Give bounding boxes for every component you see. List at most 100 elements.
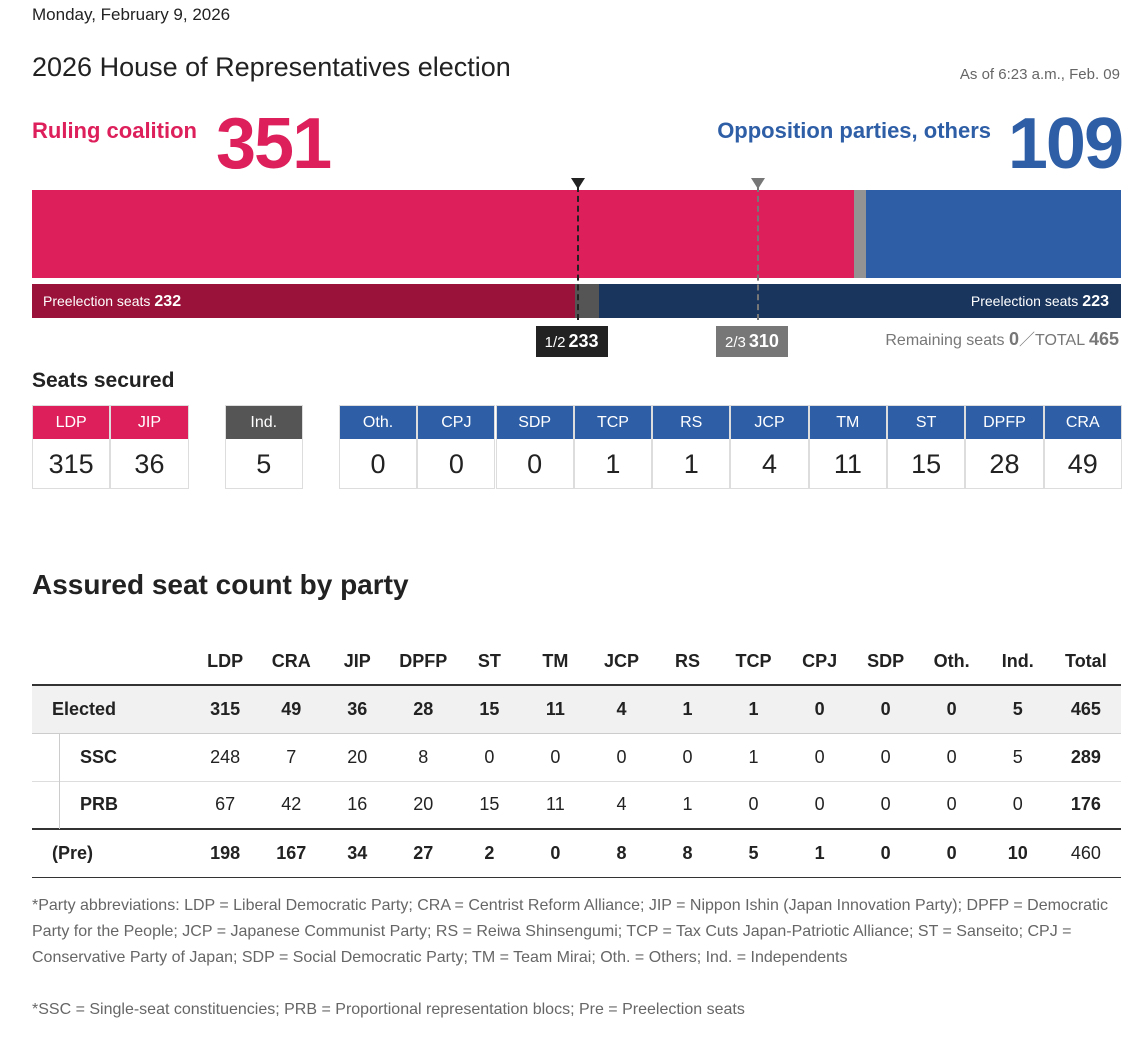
- table-cell: 5: [984, 733, 1051, 782]
- table-cell: 15: [456, 781, 523, 830]
- table-cell: 0: [786, 781, 853, 830]
- ruling-coalition-label: Ruling coalition: [32, 118, 197, 143]
- seat-cell-st: ST 15: [887, 405, 966, 489]
- table-cell: 176: [1050, 781, 1121, 830]
- table-cell: 4: [588, 685, 655, 734]
- table-cell: 289: [1050, 733, 1121, 782]
- column-header: Total: [1050, 638, 1121, 686]
- column-header: CRA: [258, 638, 325, 686]
- preelection-bar: Preelection seats 232 Preelection seats 22…: [32, 284, 1121, 318]
- party-seat-count: 1: [605, 449, 621, 479]
- seat-cell-oth: Oth. 0: [338, 405, 418, 489]
- table-cell: 248: [192, 733, 259, 782]
- party-seat-count: 315: [48, 449, 94, 479]
- seat-cell-jcp: JCP 4: [730, 405, 809, 489]
- column-header: JIP: [324, 638, 391, 686]
- party-abbr: LDP: [33, 406, 110, 439]
- party-seat-count: 4: [762, 449, 778, 479]
- table-cell: 0: [852, 781, 919, 830]
- table-cell: 1: [720, 733, 787, 782]
- page-title: 2026 House of Representatives election: [32, 52, 511, 82]
- row-label: (Pre): [32, 828, 193, 878]
- definitions-note: *SSC = Single-seat constituencies; PRB =…: [32, 1001, 745, 1018]
- party-seat-count: 36: [134, 449, 165, 479]
- table-cell: 28: [390, 685, 457, 734]
- column-header: SDP: [852, 638, 919, 686]
- table-cell: 0: [918, 733, 985, 782]
- subrow-indent-line: [59, 733, 60, 829]
- seat-cell-jip: JIP 36: [110, 405, 189, 489]
- abbreviations-note: *Party abbreviations: LDP = Liberal Demo…: [32, 897, 1109, 966]
- table-cell: 167: [258, 828, 325, 878]
- table-cell: 7: [258, 733, 325, 782]
- party-abbr: SDP: [496, 406, 573, 439]
- table-cell: 1: [786, 828, 853, 878]
- table-cell: 2: [456, 828, 523, 878]
- table-cell: 0: [588, 733, 655, 782]
- seat-cell-rs: RS 1: [652, 405, 731, 489]
- column-header: JCP: [588, 638, 655, 686]
- table-cell: 0: [852, 733, 919, 782]
- table-cell: 0: [918, 685, 985, 734]
- column-header: ST: [456, 638, 523, 686]
- preelection-ruling-label: Preelection seats 232: [43, 293, 182, 310]
- party-abbr: JCP: [731, 406, 808, 439]
- table-cell: 16: [324, 781, 391, 830]
- table-cell: 11: [522, 781, 589, 830]
- ruling-coalition-seats: 351: [216, 104, 332, 184]
- column-header: LDP: [192, 638, 259, 686]
- preelection-ruling-segment: [32, 284, 576, 318]
- table-cell: 1: [654, 781, 721, 830]
- table-cell: 20: [390, 781, 457, 830]
- table-cell: 20: [324, 733, 391, 782]
- table-cell: 315: [192, 685, 259, 734]
- party-abbr: DPFP: [966, 406, 1043, 439]
- party-seat-count: 5: [256, 449, 272, 479]
- table-cell: 42: [258, 781, 325, 830]
- column-header: Oth.: [918, 638, 985, 686]
- party-abbr: CPJ: [418, 406, 495, 439]
- table-cell: 5: [720, 828, 787, 878]
- table-cell: 0: [522, 733, 589, 782]
- seat-cell-cpj: CPJ 0: [417, 405, 496, 489]
- party-seat-count: 1: [683, 449, 699, 479]
- party-abbr: TM: [809, 406, 886, 439]
- column-header: TM: [522, 638, 589, 686]
- table-cell: 0: [720, 781, 787, 830]
- table-cell: 465: [1050, 685, 1121, 734]
- party-seat-count: 11: [833, 449, 862, 479]
- table-cell: 198: [192, 828, 259, 878]
- column-header: DPFP: [390, 638, 457, 686]
- party-seat-count: 0: [448, 449, 464, 479]
- party-seat-count: 0: [370, 449, 386, 479]
- opposition-seats: 109: [1007, 104, 1124, 184]
- table-cell: 0: [654, 733, 721, 782]
- seat-count-table: LDP CRA JIP DPFP ST TM JCP RS TCP CPJ SDP Oth. Ind. T…: [32, 638, 1121, 878]
- marker-line-1: [757, 186, 759, 320]
- party-abbr: Ind.: [225, 406, 302, 439]
- table-cell: 15: [456, 685, 523, 734]
- seat-cell-ldp: LDP 315: [32, 405, 111, 489]
- marker-label-1: 2/3 310: [716, 326, 788, 357]
- as-of-timestamp: As of 6:23 a.m., Feb. 09: [959, 66, 1120, 83]
- marker-triangle-1: [751, 178, 765, 189]
- marker-line-0: [576, 186, 579, 320]
- table-cell: 460: [1050, 828, 1121, 878]
- table-cell: 4: [588, 781, 655, 830]
- table-cell: 8: [654, 828, 721, 878]
- column-header: CPJ: [786, 638, 853, 686]
- table-cell: 36: [324, 685, 391, 734]
- table-cell: 27: [390, 828, 457, 878]
- party-abbr: JIP: [111, 406, 188, 439]
- row-label: SSC: [32, 733, 193, 782]
- table-title: Assured seat count by party: [32, 569, 409, 600]
- date-label: Monday, February 9, 2026: [32, 5, 231, 24]
- table-cell: 0: [918, 781, 985, 830]
- table-cell: 5: [984, 685, 1051, 734]
- seat-cell-ind: Ind. 5: [224, 405, 303, 489]
- marker-triangle-0: [570, 178, 585, 189]
- column-header: [32, 638, 193, 686]
- seat-cell-tm: TM 11: [808, 405, 887, 489]
- table-cell: 0: [918, 828, 985, 878]
- row-label: Elected: [32, 685, 193, 734]
